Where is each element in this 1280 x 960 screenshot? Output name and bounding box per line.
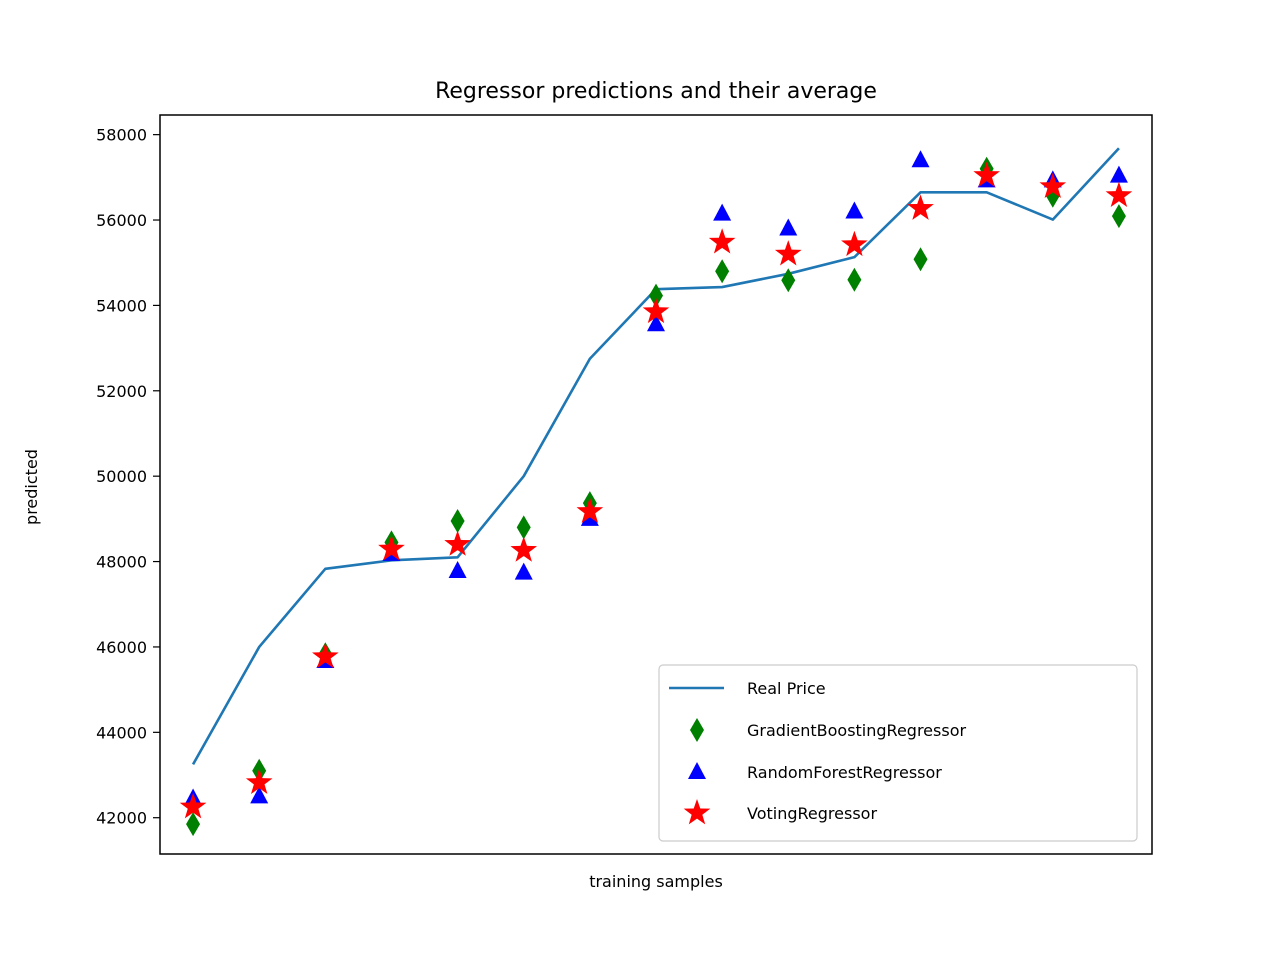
data-point: [245, 768, 273, 795]
legend-swatch: [683, 799, 711, 825]
data-point: [448, 560, 467, 578]
y-axis-label: predicted: [22, 449, 41, 525]
data-point: [774, 240, 802, 266]
data-point: [312, 642, 339, 669]
data-point: [715, 259, 730, 284]
x-axis-label: training samples: [589, 872, 723, 891]
data-point: [576, 497, 604, 523]
data-point: [514, 562, 533, 580]
data-point: [444, 530, 471, 556]
data-point: [779, 218, 798, 236]
series-3: [179, 161, 1133, 819]
data-point: [642, 297, 670, 324]
y-axis: 42000 44000 46000 48000 50000 52000 54000 56000…: [96, 126, 160, 828]
legend-swatch: [688, 762, 706, 779]
data-point: [186, 812, 201, 837]
data-point: [647, 314, 665, 332]
data-point: [1039, 172, 1067, 199]
data-point: [973, 161, 1000, 187]
y-tick-label: 42000: [96, 809, 147, 828]
data-point: [1105, 181, 1133, 208]
data-point: [250, 786, 269, 804]
data-point: [781, 268, 796, 293]
y-tick-label: 54000: [96, 296, 147, 315]
legend-box: [658, 664, 1138, 842]
data-point: [911, 150, 930, 168]
plot-frame: [159, 114, 1153, 855]
data-point: [580, 508, 599, 526]
chart-title: Regressor predictions and their average: [435, 79, 877, 104]
data-point: [510, 536, 538, 562]
data-point: [1109, 165, 1128, 183]
data-point: [1111, 204, 1126, 229]
y-tick-label: 58000: [96, 126, 147, 145]
y-tick-label: 56000: [96, 211, 147, 230]
data-point: [179, 793, 207, 819]
data-point: [378, 535, 405, 561]
y-tick-label: 48000: [96, 553, 147, 572]
data-point: [713, 203, 732, 221]
legend-label: RandomForestRegressor: [747, 763, 942, 782]
y-tick-label: 44000: [96, 723, 147, 742]
y-tick-label: 46000: [96, 638, 147, 657]
y-tick-label: 50000: [96, 467, 147, 486]
plot-area: [179, 147, 1133, 837]
legend: Real Price GradientBoostingRegressor Rando…: [658, 664, 1138, 842]
data-point: [847, 267, 862, 292]
data-point: [913, 247, 928, 272]
data-point: [450, 509, 465, 534]
data-point: [845, 201, 864, 219]
data-point: [841, 230, 868, 257]
data-point: [907, 194, 934, 220]
data-point: [708, 228, 736, 254]
legend-swatch: [690, 718, 704, 742]
legend-label: GradientBoostingRegressor: [747, 721, 966, 740]
y-tick-label: 52000: [96, 382, 147, 401]
legend-label: Real Price: [747, 679, 826, 698]
legend-label: VotingRegressor: [747, 804, 877, 823]
data-point: [649, 283, 663, 308]
data-point: [516, 515, 531, 540]
